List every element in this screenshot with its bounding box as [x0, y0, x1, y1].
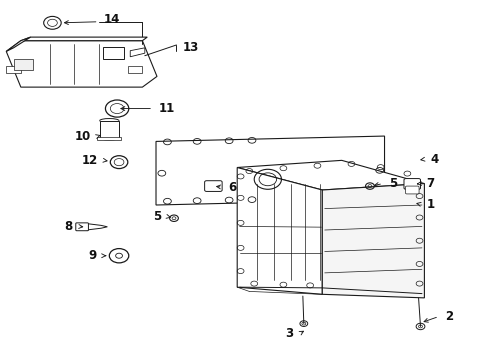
Text: 13: 13 — [182, 41, 198, 54]
Polygon shape — [86, 224, 107, 230]
FancyBboxPatch shape — [403, 179, 420, 189]
Text: 11: 11 — [159, 102, 175, 115]
Text: 2: 2 — [444, 310, 452, 323]
Polygon shape — [127, 66, 142, 73]
Polygon shape — [21, 37, 147, 41]
Polygon shape — [97, 137, 121, 140]
FancyBboxPatch shape — [204, 181, 222, 192]
Text: 7: 7 — [426, 177, 433, 190]
Text: 5: 5 — [152, 210, 161, 223]
Text: 8: 8 — [64, 220, 72, 233]
Text: 9: 9 — [88, 249, 97, 262]
Polygon shape — [14, 59, 33, 70]
Text: 3: 3 — [285, 327, 292, 340]
Text: 4: 4 — [429, 153, 438, 166]
Polygon shape — [100, 121, 119, 138]
Text: 1: 1 — [426, 198, 434, 211]
Polygon shape — [156, 136, 384, 205]
Text: 5: 5 — [388, 177, 396, 190]
Polygon shape — [322, 184, 424, 298]
FancyBboxPatch shape — [76, 223, 88, 231]
Text: 14: 14 — [103, 13, 120, 26]
Polygon shape — [6, 37, 30, 51]
Polygon shape — [237, 160, 424, 190]
Polygon shape — [130, 48, 144, 57]
Text: 10: 10 — [75, 130, 91, 143]
Polygon shape — [102, 47, 123, 59]
Text: 12: 12 — [81, 154, 98, 167]
FancyBboxPatch shape — [405, 186, 418, 194]
Polygon shape — [6, 41, 157, 87]
Polygon shape — [237, 167, 322, 294]
Polygon shape — [6, 66, 21, 73]
Text: 6: 6 — [228, 181, 236, 194]
